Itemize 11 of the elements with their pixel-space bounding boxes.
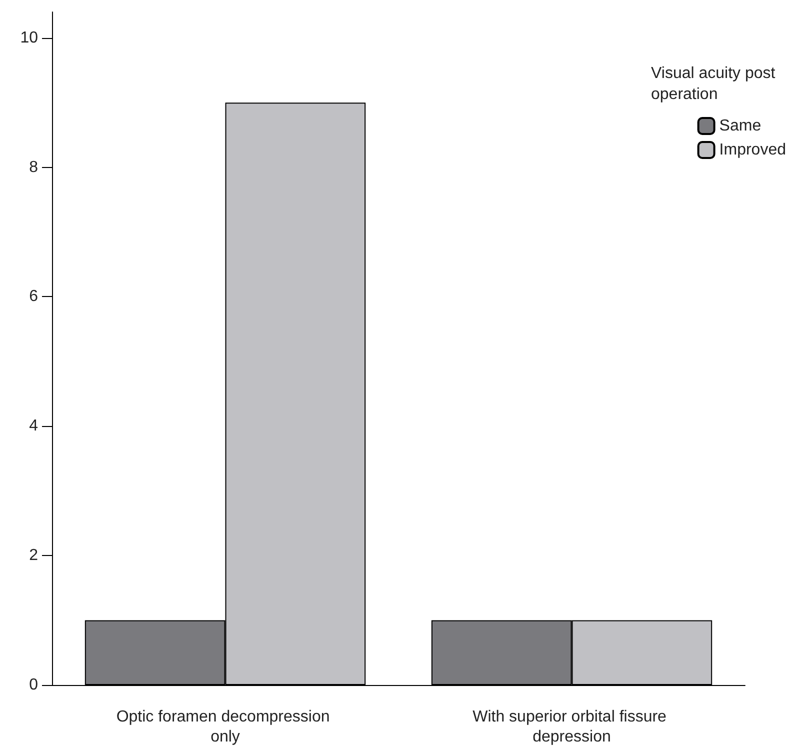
- y-tick-label: 0: [29, 676, 38, 694]
- y-tick-label: 8: [29, 158, 38, 176]
- y-tick-label: 2: [29, 547, 38, 564]
- y-tick-label: 6: [29, 288, 38, 306]
- legend-label: Improved: [719, 142, 786, 158]
- legend-title: Visual acuity post operation: [651, 65, 780, 103]
- x-tick-label: With superior orbital fissure depression: [472, 708, 671, 746]
- legend-label: Same: [719, 118, 762, 134]
- x-tick-label: Optic foramen decompression only: [116, 708, 334, 746]
- y-tick-label: 4: [29, 418, 38, 435]
- y-tick-label: 10: [20, 29, 38, 46]
